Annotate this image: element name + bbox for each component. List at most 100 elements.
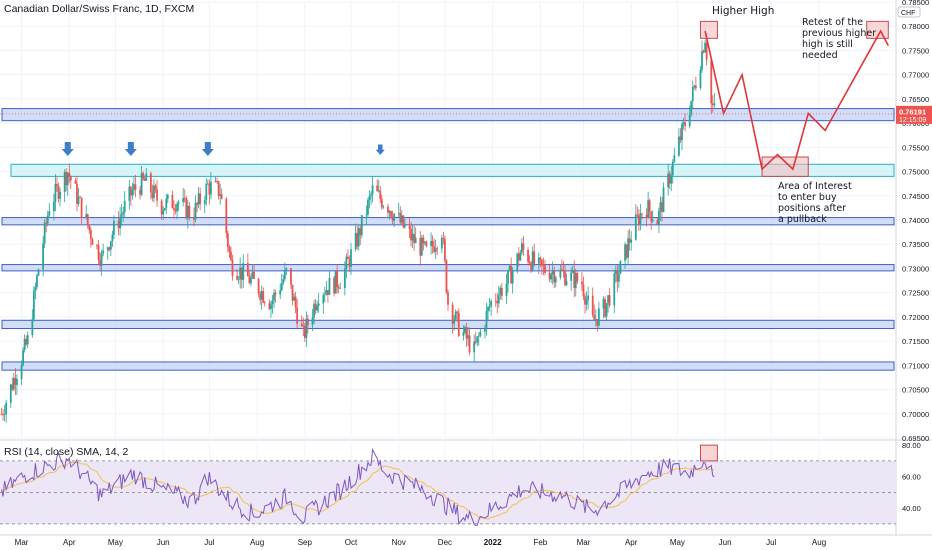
candle-body [88,225,91,230]
candle-body [63,172,66,192]
candle-body [684,122,686,127]
candle-body [325,290,328,295]
candle-body [594,318,597,320]
candle-body [268,303,271,310]
candle-body [551,271,554,275]
candle-body [619,260,622,274]
candle-body [420,237,423,256]
candle-body [59,191,61,199]
candle-body [293,296,295,301]
candle-body [571,270,574,273]
candle-body [484,327,486,332]
price-tick-label: 0.70000 [902,410,929,419]
candle-body [106,247,109,251]
candle-body [196,203,198,205]
candle-body [662,187,665,213]
time-tick-label: Aug [250,538,264,547]
candle-body [530,263,533,270]
candle-body [499,288,502,295]
candle-body [328,277,331,295]
price-tick-label: 0.74500 [902,192,929,201]
candle-body [52,201,55,212]
candle-body [350,249,352,267]
candle-body [165,198,168,209]
candle-body [311,317,314,326]
candle-body [490,300,493,307]
candle-body [100,253,103,266]
candle-body [237,279,240,280]
time-tick-label: Dec [438,538,452,547]
time-tick-label: Oct [345,538,358,547]
candle-body [133,184,135,190]
time-tick-label: Jun [719,538,732,547]
currency-badge [897,6,921,18]
candle-body [445,260,448,293]
candle-body [203,200,206,205]
candle-body [16,379,18,385]
candle-body [193,217,195,220]
candle-body [690,100,693,115]
price-tick-label: 0.77000 [902,71,929,80]
time-tick-label: Apr [63,538,76,547]
candle-body [220,194,223,199]
price-tick-label: 0.71000 [902,361,929,370]
time-tick-label: Apr [625,538,638,547]
candle-body [262,291,265,303]
candle-body [22,350,24,365]
candle-body [648,200,651,212]
candle-body [305,318,308,338]
candle-body [380,198,383,208]
candle-body [122,212,125,215]
candle-body [485,311,488,328]
candle-body [219,194,222,196]
time-tick-label: Nov [392,538,406,547]
candle-body [314,303,317,311]
candle-body [166,194,169,199]
candle-body [617,273,620,282]
candle-body [625,244,628,258]
down-arrow-icon [124,142,137,156]
candle-body [14,378,17,385]
candle-body [444,239,446,261]
candle-body [658,210,660,225]
candle-body [368,196,371,200]
candle-body [336,271,339,287]
candle-body [68,172,71,177]
candle-body [86,214,89,226]
candle-body [537,257,540,264]
candle-body [145,173,148,181]
candle-body [656,220,659,225]
candle-body [260,291,263,300]
candle-body [701,50,703,70]
candle-body [636,214,639,216]
candle-body [584,296,586,305]
candle-body [123,200,126,213]
candle-body [639,213,642,226]
candle-body [613,273,616,306]
candle-body [596,318,599,326]
candle-body [574,272,577,288]
candle-body [188,205,191,218]
candle-body [74,180,77,184]
time-tick-label: Jul [766,538,776,547]
candle-body [283,270,286,280]
candle-body [76,183,78,205]
candle-body [171,194,174,209]
candle-body [176,204,178,212]
retest-label: Retest of the previous higher high is st… [802,17,877,61]
candle-body [205,183,208,201]
candle-body [705,42,708,60]
last-price-tag [896,105,932,124]
last-price-value: 0.76191 [899,107,926,116]
candle-body [185,198,188,219]
support-zone [1,361,895,371]
candle-body [402,215,405,228]
candle-body [704,42,706,53]
candle-body [139,189,141,195]
candle-body [140,172,143,195]
candle-body [408,225,411,229]
candle-body [425,241,428,246]
candle-body [263,302,266,304]
candle-body [285,268,288,271]
candle-body [659,202,662,211]
